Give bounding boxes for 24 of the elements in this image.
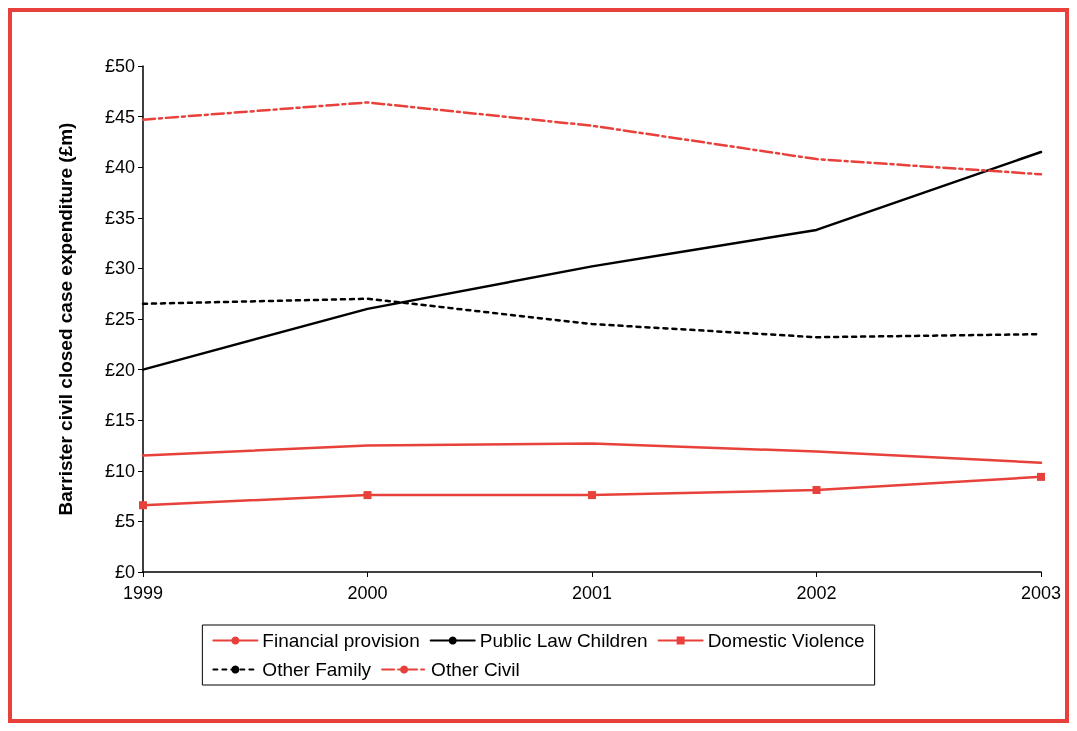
y-tick-label: £20 (104, 359, 135, 380)
y-tick-label: £5 (114, 511, 135, 532)
x-tick-label: 1999 (122, 583, 164, 603)
line-series (141, 442, 1043, 464)
x-tick-label: 2002 (796, 583, 837, 603)
y-axis-title: Barrister civil closed case expenditure (£m) (55, 122, 76, 516)
line-series (141, 101, 1043, 176)
x-tick-label: 2003 (1020, 583, 1062, 603)
legend-label: Other Civil (431, 659, 520, 680)
legend-label: Financial provision (262, 630, 420, 651)
legend-label: Domestic Violence (707, 630, 865, 651)
y-tick-label: £10 (104, 460, 135, 481)
y-tick-label: £30 (104, 258, 135, 279)
x-tick-label: 2001 (571, 583, 613, 603)
y-tick-label: £0 (114, 562, 135, 582)
y-tick-label: £40 (104, 157, 135, 178)
y-tick-label: £45 (104, 106, 135, 127)
y-tick-label: £25 (104, 309, 135, 329)
x-tick-label: 2000 (347, 583, 388, 603)
legend-label: Public Law Children (479, 630, 648, 651)
y-tick-label: £15 (104, 410, 135, 431)
y-tick-label: £50 (104, 56, 135, 76)
y-tick-label: £35 (104, 207, 135, 228)
legend-label: Other Family (262, 659, 372, 680)
